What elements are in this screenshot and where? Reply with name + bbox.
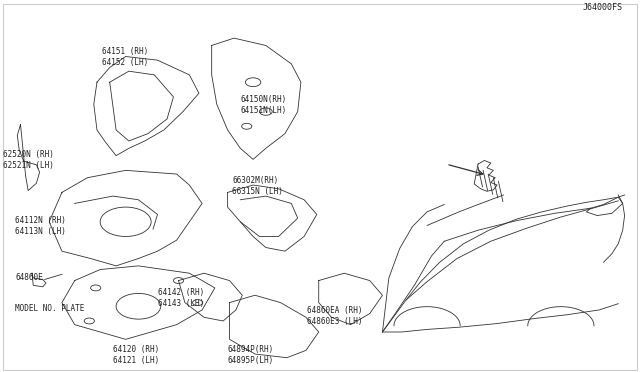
Text: 64860EA (RH)
64860E3 (LH): 64860EA (RH) 64860E3 (LH) [307, 306, 363, 326]
Text: 64860E: 64860E [15, 273, 43, 282]
Text: J64000FS: J64000FS [582, 3, 623, 12]
Text: 64112N (RH)
64113N (LH): 64112N (RH) 64113N (LH) [15, 216, 67, 236]
Text: 66302M(RH)
66315N (LH): 66302M(RH) 66315N (LH) [232, 176, 283, 196]
Text: 62520N (RH)
62521N (LH): 62520N (RH) 62521N (LH) [3, 150, 54, 170]
Text: 64142 (RH)
64143 (LH): 64142 (RH) 64143 (LH) [157, 288, 204, 308]
Text: 64894P(RH)
64895P(LH): 64894P(RH) 64895P(LH) [228, 345, 274, 365]
Text: 64150N(RH)
64151N(LH): 64150N(RH) 64151N(LH) [241, 95, 287, 115]
Text: MODEL NO. PLATE: MODEL NO. PLATE [15, 304, 84, 314]
Text: 64151 (RH)
64152 (LH): 64151 (RH) 64152 (LH) [102, 47, 148, 67]
Text: 64120 (RH)
64121 (LH): 64120 (RH) 64121 (LH) [113, 345, 159, 365]
